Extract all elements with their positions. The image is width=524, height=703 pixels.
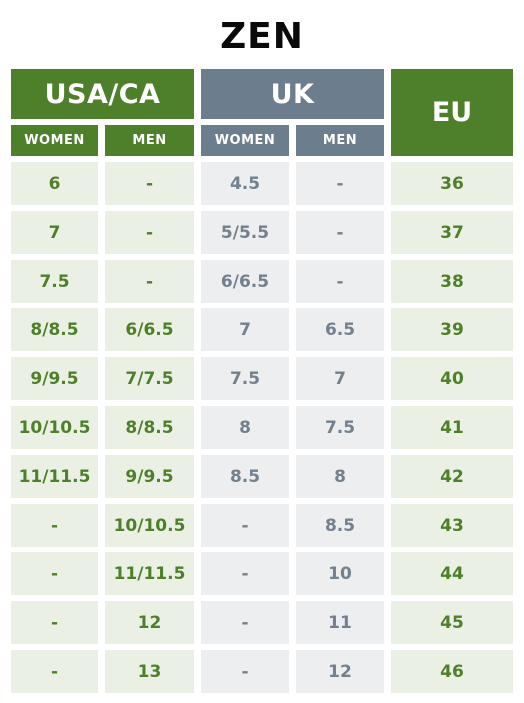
- cell-uk-men: 7.5: [296, 406, 384, 449]
- cell-usa-men: -: [105, 162, 194, 205]
- cell-usa-men: 11/11.5: [105, 552, 194, 595]
- cell-eu: 38: [391, 260, 513, 303]
- cell-usa-men: 8/8.5: [105, 406, 194, 449]
- cell-uk-women: -: [201, 552, 289, 595]
- cell-uk-men: 6.5: [296, 308, 384, 351]
- cell-uk-men: -: [296, 162, 384, 205]
- cell-usa-men: 6/6.5: [105, 308, 194, 351]
- cell-usa-women: 10/10.5: [11, 406, 98, 449]
- cell-usa-men: -: [105, 260, 194, 303]
- cell-usa-women: 9/9.5: [11, 357, 98, 400]
- cell-usa-women: 7.5: [11, 260, 98, 303]
- cell-usa-men: 10/10.5: [105, 504, 194, 547]
- header-usa-ca: USA/CA: [11, 69, 194, 119]
- cell-uk-women: -: [201, 650, 289, 693]
- cell-uk-women: 8.5: [201, 455, 289, 498]
- cell-eu: 46: [391, 650, 513, 693]
- cell-usa-women: 8/8.5: [11, 308, 98, 351]
- cell-uk-women: 8: [201, 406, 289, 449]
- subheader-usa-men: MEN: [105, 125, 194, 156]
- cell-uk-men: 7: [296, 357, 384, 400]
- subheader-usa-women: WOMEN: [11, 125, 98, 156]
- cell-uk-men: 10: [296, 552, 384, 595]
- cell-uk-men: 12: [296, 650, 384, 693]
- cell-uk-men: 8: [296, 455, 384, 498]
- cell-usa-men: 13: [105, 650, 194, 693]
- cell-eu: 42: [391, 455, 513, 498]
- header-uk: UK: [201, 69, 384, 119]
- cell-usa-men: -: [105, 211, 194, 254]
- subheader-uk-women: WOMEN: [201, 125, 289, 156]
- cell-eu: 44: [391, 552, 513, 595]
- cell-uk-men: 11: [296, 601, 384, 644]
- cell-uk-women: 7.5: [201, 357, 289, 400]
- cell-eu: 45: [391, 601, 513, 644]
- cell-eu: 37: [391, 211, 513, 254]
- cell-usa-women: -: [11, 504, 98, 547]
- page-title: ZEN: [220, 16, 304, 57]
- cell-usa-women: -: [11, 650, 98, 693]
- cell-uk-women: 7: [201, 308, 289, 351]
- cell-usa-women: -: [11, 552, 98, 595]
- cell-uk-women: 6/6.5: [201, 260, 289, 303]
- cell-usa-women: 7: [11, 211, 98, 254]
- cell-usa-men: 12: [105, 601, 194, 644]
- cell-uk-women: 5/5.5: [201, 211, 289, 254]
- cell-uk-men: -: [296, 211, 384, 254]
- cell-uk-women: -: [201, 504, 289, 547]
- subheader-uk-men: MEN: [296, 125, 384, 156]
- cell-eu: 41: [391, 406, 513, 449]
- cell-usa-men: 7/7.5: [105, 357, 194, 400]
- cell-eu: 39: [391, 308, 513, 351]
- cell-usa-women: 11/11.5: [11, 455, 98, 498]
- cell-usa-men: 9/9.5: [105, 455, 194, 498]
- cell-eu: 36: [391, 162, 513, 205]
- cell-usa-women: 6: [11, 162, 98, 205]
- cell-eu: 40: [391, 357, 513, 400]
- cell-uk-women: -: [201, 601, 289, 644]
- cell-eu: 43: [391, 504, 513, 547]
- header-eu: EU: [391, 69, 513, 156]
- cell-uk-women: 4.5: [201, 162, 289, 205]
- cell-uk-men: -: [296, 260, 384, 303]
- cell-uk-men: 8.5: [296, 504, 384, 547]
- cell-usa-women: -: [11, 601, 98, 644]
